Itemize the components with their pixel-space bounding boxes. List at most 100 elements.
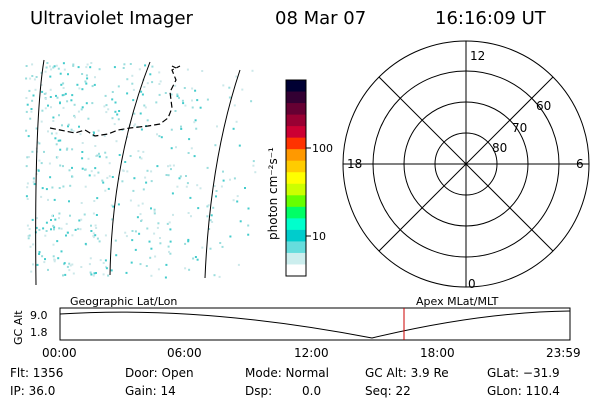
speckle (131, 239, 134, 242)
mlt-label-0: 0 (468, 277, 476, 291)
speckle (142, 188, 145, 191)
speckle (158, 71, 161, 74)
speckle (66, 231, 69, 234)
speckle (73, 114, 76, 117)
speckle (74, 116, 76, 119)
speckle (62, 185, 65, 188)
speckle (32, 94, 35, 97)
speckle (149, 256, 152, 259)
speckle (195, 127, 198, 130)
speckle (170, 147, 173, 150)
speckle (247, 233, 250, 236)
speckle (94, 167, 97, 170)
speckle (145, 265, 148, 267)
speckle (179, 175, 182, 178)
speckle (176, 93, 179, 96)
speckle (139, 156, 141, 159)
speckle (96, 237, 99, 240)
speckle (41, 187, 44, 190)
speckle (57, 257, 60, 260)
speckle (30, 110, 33, 113)
speckle (26, 182, 29, 185)
speckle (176, 185, 179, 188)
speckle (239, 220, 242, 223)
speckle (206, 98, 209, 101)
speckle (31, 99, 34, 102)
speckle (25, 165, 28, 168)
speckle (130, 261, 133, 264)
speckle (215, 195, 217, 198)
speckle (50, 68, 53, 71)
speckle (156, 133, 158, 136)
speckle (59, 164, 62, 167)
speckle (93, 131, 95, 134)
speckle (194, 119, 197, 122)
speckle (216, 125, 218, 128)
seq-readout: Seq: 22 (365, 384, 411, 398)
speckle (146, 119, 149, 122)
speckle (25, 65, 28, 67)
meridian-line (204, 69, 241, 279)
speckle (137, 150, 140, 153)
speckle (114, 110, 117, 113)
speckle (53, 65, 56, 68)
speckle (93, 83, 96, 86)
speckle (167, 174, 170, 177)
dsp-label: Dsp: (245, 384, 273, 398)
speckle (159, 80, 162, 83)
speckle (54, 137, 57, 140)
speckle (219, 242, 222, 244)
speckle (36, 217, 38, 220)
speckle (92, 274, 95, 277)
speckle (98, 68, 101, 71)
speckle (150, 207, 152, 210)
speckle (29, 117, 32, 120)
speckle (96, 154, 99, 157)
speckle (184, 104, 187, 107)
speckle (137, 204, 140, 207)
speckle (126, 92, 129, 95)
speckle (80, 202, 83, 204)
mlt-label-6: 6 (576, 157, 584, 171)
speckle (66, 147, 69, 150)
speckle (57, 139, 60, 142)
speckle (35, 76, 38, 78)
speckle (132, 88, 135, 91)
speckle (199, 187, 202, 190)
speckle (156, 226, 159, 229)
speckle (188, 138, 191, 141)
speckle (90, 170, 93, 173)
speckle (186, 182, 189, 185)
speckle (194, 89, 197, 92)
speckle (213, 185, 216, 187)
speckle (28, 89, 31, 92)
speckle (143, 104, 146, 107)
speckle (26, 156, 29, 159)
speckle (141, 202, 144, 205)
speckle (184, 267, 187, 270)
speckle (64, 273, 67, 276)
speckle (104, 189, 107, 192)
speckle (25, 195, 28, 198)
speckle (126, 170, 129, 173)
speckle (38, 159, 41, 162)
speckle (145, 181, 148, 184)
speckle (92, 232, 95, 235)
speckle (112, 205, 115, 208)
gain-readout: Gain: 14 (125, 384, 176, 398)
speckle (72, 64, 75, 67)
colorbar-band (286, 252, 306, 265)
speckle (69, 214, 71, 217)
speckle (107, 187, 110, 190)
timeline-frame (59, 307, 571, 341)
speckle (84, 168, 87, 171)
colorbar-band (286, 183, 306, 196)
speckle (97, 129, 100, 132)
speckle (40, 120, 43, 123)
speckle (71, 148, 74, 151)
speckle (88, 263, 91, 266)
speckle (116, 113, 119, 116)
speckle (35, 127, 38, 130)
speckle (84, 242, 87, 245)
speckle (149, 73, 152, 76)
